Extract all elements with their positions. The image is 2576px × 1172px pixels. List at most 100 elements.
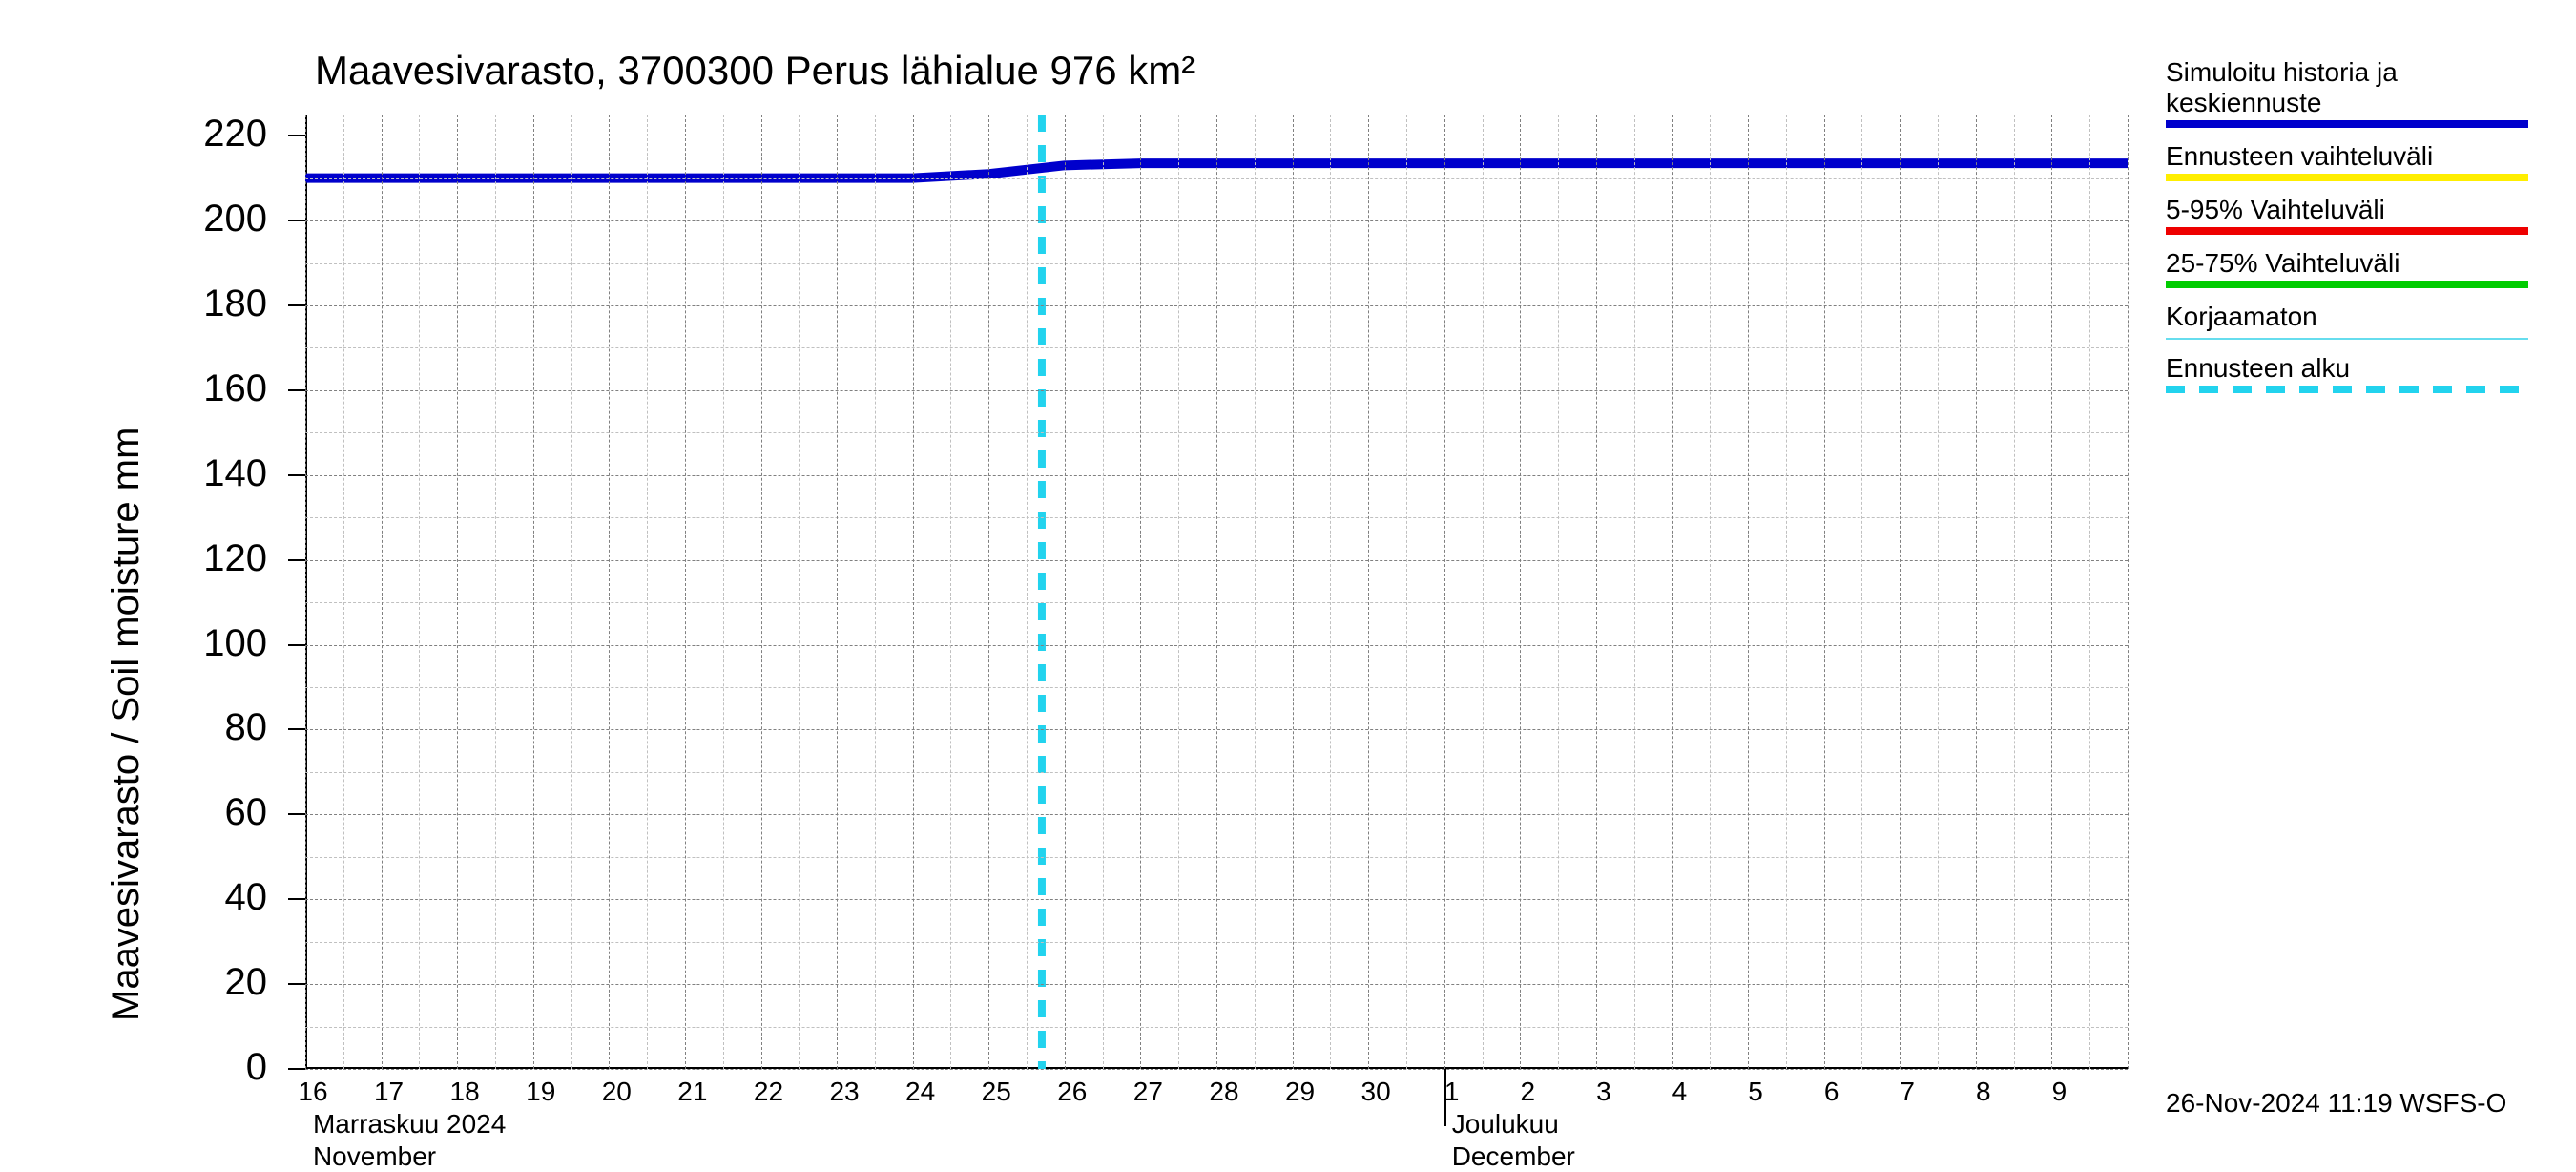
x-tick-label: 23 — [829, 1077, 859, 1107]
minor-gridline-v — [723, 115, 724, 1069]
x-month-label: December — [1452, 1141, 1575, 1172]
figure: Maavesivarasto, 3700300 Perus lähialue 9… — [0, 0, 2576, 1145]
gridline-v — [305, 115, 306, 1069]
minor-gridline-v — [799, 115, 800, 1069]
y-tick-mark — [288, 813, 305, 815]
y-tick-mark — [288, 474, 305, 476]
x-tick-label: 17 — [374, 1077, 404, 1107]
y-tick-mark — [288, 135, 305, 136]
legend-label: Simuloitu historia ja — [2166, 57, 2528, 88]
x-tick-label: 19 — [526, 1077, 555, 1107]
y-tick-label: 80 — [191, 706, 267, 749]
legend-label: keskiennuste — [2166, 88, 2528, 118]
minor-gridline-v — [1255, 115, 1256, 1069]
month-divider — [1444, 1069, 1446, 1126]
gridline-v — [837, 115, 838, 1069]
legend-item: Korjaamaton — [2166, 302, 2528, 340]
legend-swatch — [2166, 386, 2528, 393]
gridline-v — [1140, 115, 1141, 1069]
legend-swatch — [2166, 227, 2528, 235]
y-tick-label: 220 — [191, 113, 267, 156]
x-tick-label: 16 — [298, 1077, 327, 1107]
x-tick-label: 1 — [1444, 1077, 1460, 1107]
gridline-h — [305, 1069, 2128, 1070]
gridline-v — [685, 115, 686, 1069]
gridline-v — [2128, 115, 2129, 1069]
x-tick-label: 18 — [450, 1077, 480, 1107]
x-tick-label: 24 — [905, 1077, 935, 1107]
legend-item: 5-95% Vaihteluväli — [2166, 195, 2528, 235]
minor-gridline-v — [1103, 115, 1104, 1069]
y-tick-label: 160 — [191, 367, 267, 410]
legend-label: 5-95% Vaihteluväli — [2166, 195, 2528, 225]
minor-gridline-v — [647, 115, 648, 1069]
minor-gridline-v — [950, 115, 951, 1069]
y-tick-label: 120 — [191, 537, 267, 580]
minor-gridline-v — [1710, 115, 1711, 1069]
minor-gridline-v — [875, 115, 876, 1069]
legend-swatch — [2166, 174, 2528, 181]
minor-gridline-v — [419, 115, 420, 1069]
legend-label: 25-75% Vaihteluväli — [2166, 248, 2528, 279]
legend-label: Ennusteen alku — [2166, 353, 2528, 384]
legend-swatch — [2166, 338, 2528, 340]
gridline-v — [988, 115, 989, 1069]
x-tick-label: 5 — [1748, 1077, 1763, 1107]
y-tick-label: 20 — [191, 961, 267, 1004]
gridline-v — [1672, 115, 1673, 1069]
legend-label: Ennusteen vaihteluväli — [2166, 141, 2528, 172]
gridline-v — [1520, 115, 1521, 1069]
minor-gridline-v — [1786, 115, 1787, 1069]
y-tick-label: 140 — [191, 452, 267, 495]
gridline-v — [1748, 115, 1749, 1069]
x-tick-label: 30 — [1361, 1077, 1391, 1107]
minor-gridline-v — [1634, 115, 1635, 1069]
gridline-v — [1368, 115, 1369, 1069]
x-month-label: November — [313, 1141, 436, 1172]
y-tick-mark — [288, 1068, 305, 1070]
legend-swatch — [2166, 281, 2528, 288]
y-tick-mark — [288, 220, 305, 221]
gridline-v — [761, 115, 762, 1069]
minor-gridline-v — [1027, 115, 1028, 1069]
gridline-v — [533, 115, 534, 1069]
minor-gridline-v — [571, 115, 572, 1069]
y-tick-mark — [288, 644, 305, 646]
legend-item: Simuloitu historia jakeskiennuste — [2166, 57, 2528, 128]
x-month-label: Marraskuu 2024 — [313, 1109, 506, 1140]
chart-title: Maavesivarasto, 3700300 Perus lähialue 9… — [315, 48, 1195, 94]
x-tick-label: 7 — [1900, 1077, 1915, 1107]
x-tick-label: 6 — [1824, 1077, 1839, 1107]
minor-gridline-v — [2089, 115, 2090, 1069]
y-tick-mark — [288, 728, 305, 730]
x-tick-label: 4 — [1672, 1077, 1688, 1107]
y-tick-label: 180 — [191, 283, 267, 325]
y-tick-label: 100 — [191, 622, 267, 665]
legend-swatch — [2166, 120, 2528, 128]
gridline-v — [457, 115, 458, 1069]
y-tick-label: 200 — [191, 198, 267, 241]
footer-timestamp: 26-Nov-2024 11:19 WSFS-O — [2166, 1088, 2506, 1119]
x-tick-label: 25 — [982, 1077, 1011, 1107]
x-tick-label: 21 — [677, 1077, 707, 1107]
gridline-v — [609, 115, 610, 1069]
gridline-v — [382, 115, 383, 1069]
x-tick-label: 9 — [2052, 1077, 2067, 1107]
x-tick-label: 8 — [1976, 1077, 1991, 1107]
legend-item: Ennusteen vaihteluväli — [2166, 141, 2528, 181]
minor-gridline-v — [1558, 115, 1559, 1069]
x-month-label: Joulukuu — [1452, 1109, 1559, 1140]
gridline-v — [2051, 115, 2052, 1069]
x-tick-label: 2 — [1520, 1077, 1535, 1107]
y-tick-label: 0 — [191, 1046, 267, 1089]
minor-gridline-v — [1406, 115, 1407, 1069]
x-tick-label: 26 — [1057, 1077, 1087, 1107]
gridline-v — [1824, 115, 1825, 1069]
y-axis-label: Maavesivarasto / Soil moisture mm — [105, 428, 148, 1021]
gridline-v — [1216, 115, 1217, 1069]
legend-item: 25-75% Vaihteluväli — [2166, 248, 2528, 288]
minor-gridline-v — [1483, 115, 1484, 1069]
legend-item: Ennusteen alku — [2166, 353, 2528, 393]
gridline-v — [1444, 115, 1445, 1069]
x-tick-label: 27 — [1133, 1077, 1163, 1107]
